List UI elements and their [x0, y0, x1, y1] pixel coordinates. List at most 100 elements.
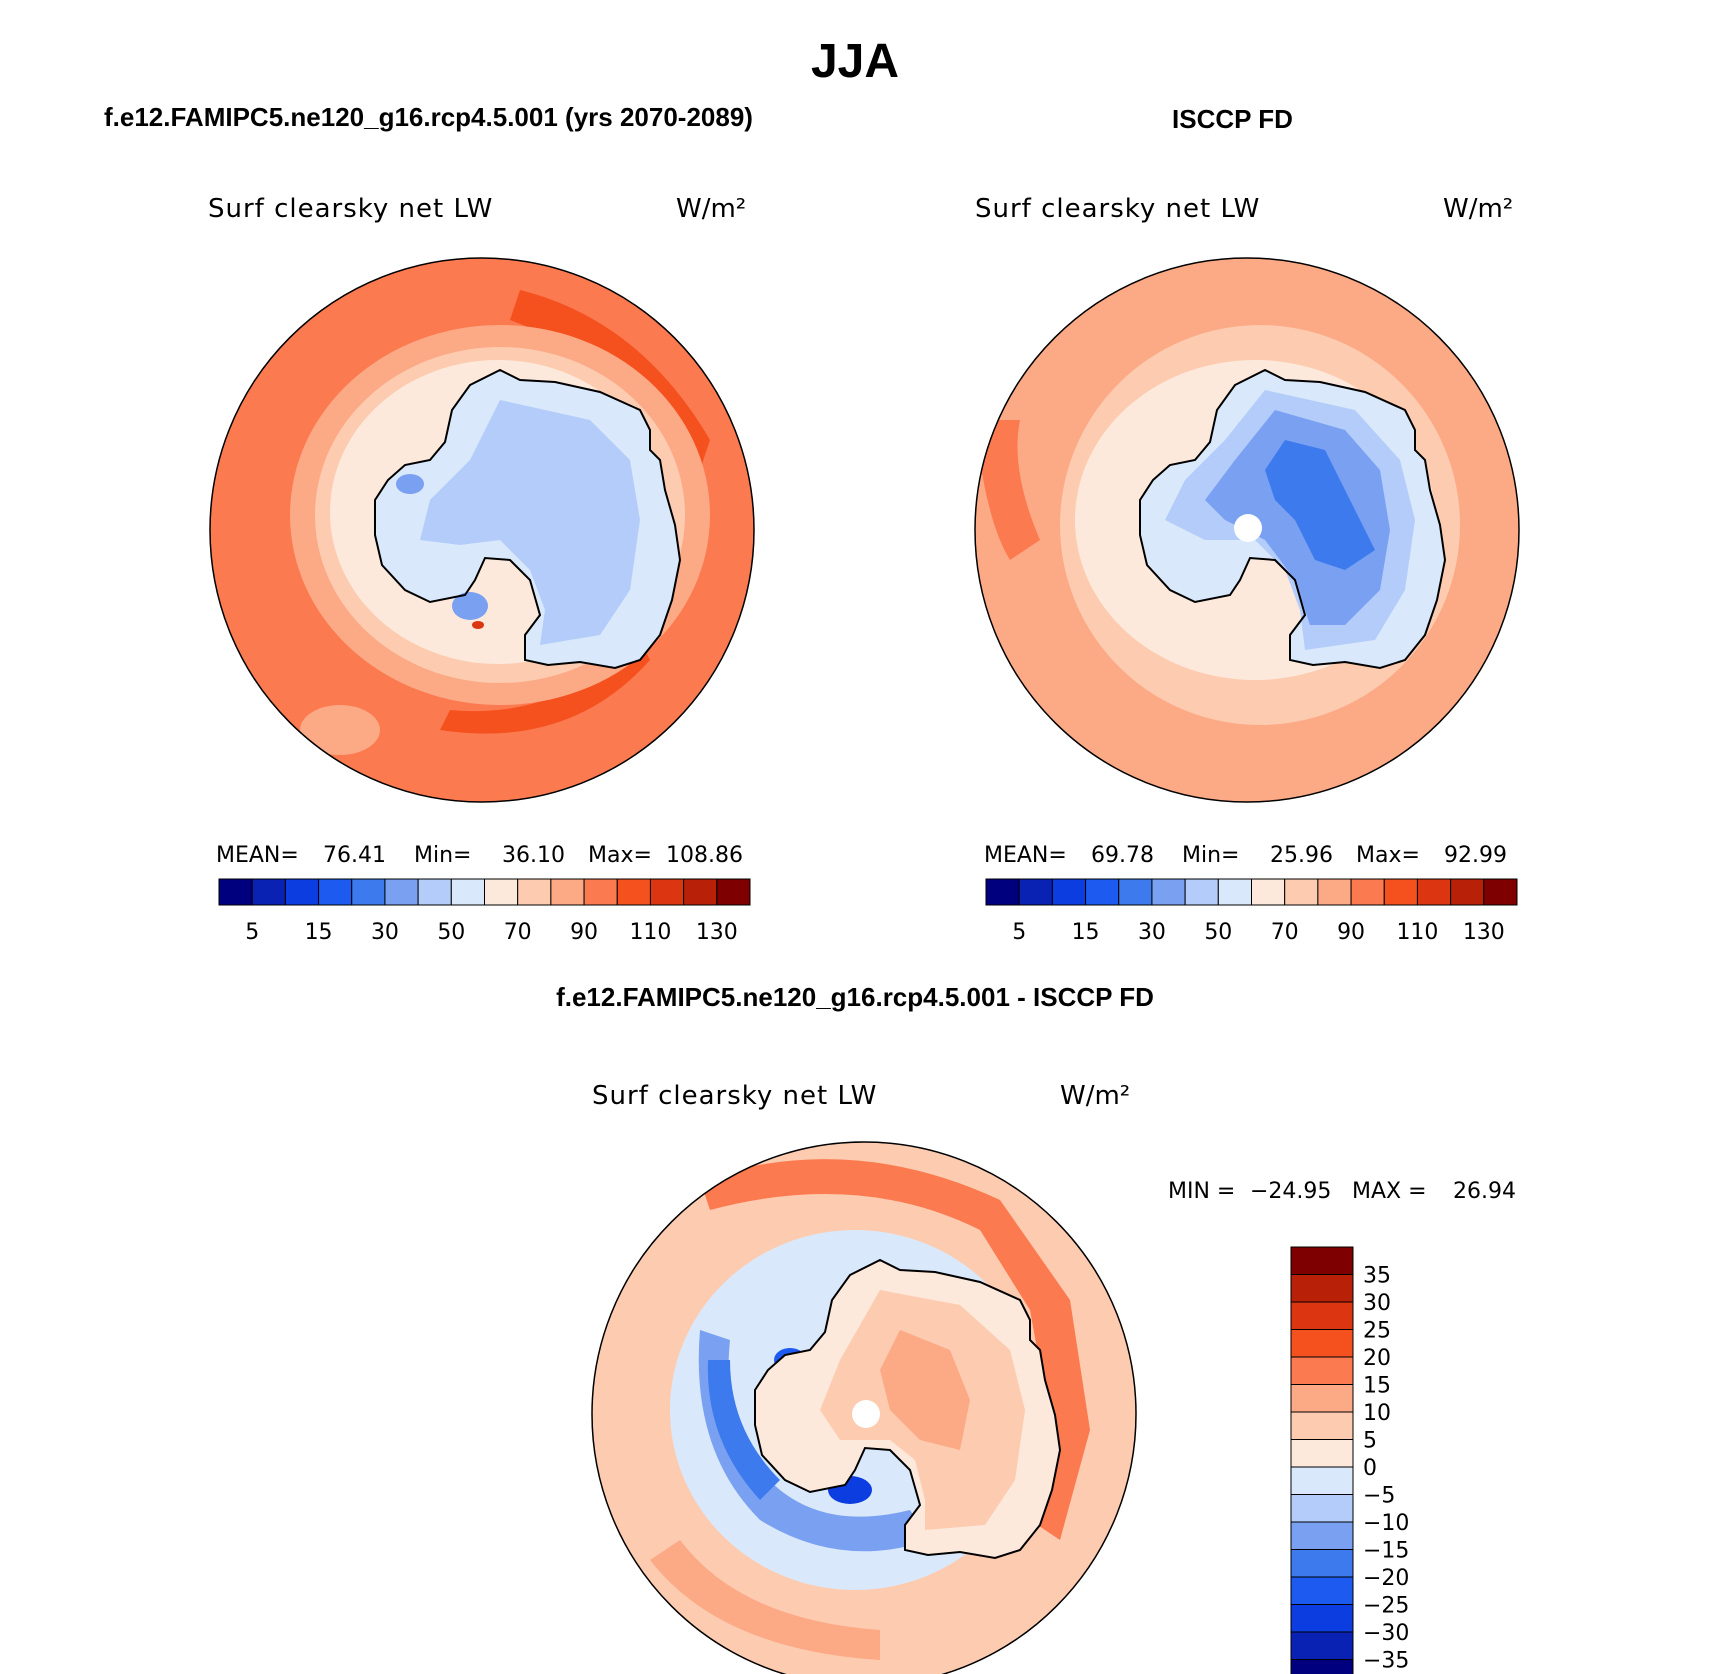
- model-units-label: W/m²: [676, 194, 746, 224]
- obs-map-border: [974, 257, 1520, 803]
- obs-colorbar-swatch: [1184, 878, 1219, 906]
- obs-map: [974, 257, 1520, 803]
- diff-colorbar-tick-label: 0: [1363, 1456, 1377, 1481]
- model-colorbar-swatch: [417, 878, 452, 906]
- diff-colorbar-swatch: [1290, 1356, 1354, 1385]
- model-colorbar-swatch: [318, 878, 353, 906]
- diff-colorbar-tick-label: 25: [1363, 1319, 1391, 1344]
- obs-mean-value: 69.78: [1091, 843, 1154, 868]
- diff-colorbar-swatch: [1290, 1439, 1354, 1468]
- diff-colorbar-swatch: [1290, 1329, 1354, 1358]
- model-colorbar-swatch: [550, 878, 585, 906]
- model-colorbar-tick-label: 90: [570, 920, 598, 945]
- diff-colorbar-swatch: [1290, 1604, 1354, 1633]
- diff-colorbar-swatch: [1290, 1576, 1354, 1605]
- obs-colorbar-swatch: [985, 878, 1020, 906]
- obs-dataset-title: ISCCP FD: [1172, 104, 1293, 134]
- model-max-value: 108.86: [666, 843, 743, 868]
- diff-colorbar-tick-label: −10: [1363, 1511, 1409, 1536]
- diff-colorbar-tick-label: −15: [1363, 1539, 1409, 1564]
- diff-colorbar-tick-label: −20: [1363, 1566, 1409, 1591]
- diff-colorbar-tick-label: −25: [1363, 1594, 1409, 1619]
- model-colorbar-tick-label: 5: [245, 920, 259, 945]
- obs-colorbar-tick-label: 70: [1271, 920, 1299, 945]
- diff-map: [591, 1141, 1137, 1674]
- obs-variable-label: Surf clearsky net LW: [975, 194, 1260, 224]
- diff-colorbar-tick-label: −30: [1363, 1621, 1409, 1646]
- diff-pole-hole: [852, 1400, 880, 1428]
- model-colorbar-swatch: [218, 878, 253, 906]
- obs-colorbar-swatch: [1284, 878, 1319, 906]
- obs-pole-hole: [1234, 514, 1262, 542]
- obs-inner-contour: [1265, 440, 1375, 570]
- obs-colorbar-swatch: [1151, 878, 1186, 906]
- diff-colorbar-tick-label: 15: [1363, 1374, 1391, 1399]
- diff-colorbar-swatch: [1290, 1659, 1354, 1674]
- diff-colorbar-tick-label: −5: [1363, 1484, 1395, 1509]
- diff-colorbar-swatch: [1290, 1549, 1354, 1578]
- obs-colorbar-swatch: [1018, 878, 1053, 906]
- model-colorbar-swatch: [484, 878, 519, 906]
- diff-map-border: [591, 1141, 1137, 1674]
- model-mean-label: MEAN=: [216, 843, 299, 868]
- model-colorbar: 5 15 30 50 70 90 110 130: [218, 878, 751, 945]
- model-colorbar-tick-label: 110: [629, 920, 671, 945]
- obs-colorbar: 5 15 30 50 70 90 110 130: [985, 878, 1518, 945]
- model-colorbar-swatch: [251, 878, 286, 906]
- diff-colorbar-swatch: [1290, 1274, 1354, 1303]
- obs-colorbar-tick-label: 90: [1337, 920, 1365, 945]
- model-colorbar-tick-label: 70: [504, 920, 532, 945]
- model-colorbar-tick-label: 15: [305, 920, 333, 945]
- difference-title: f.e12.FAMIPC5.ne120_g16.rcp4.5.001 - ISC…: [556, 982, 1154, 1012]
- obs-units-label: W/m²: [1443, 194, 1513, 224]
- diff-colorbar-swatch: [1290, 1246, 1354, 1275]
- model-variable-label: Surf clearsky net LW: [208, 194, 493, 224]
- obs-colorbar-tick-label: 30: [1138, 920, 1166, 945]
- obs-colorbar-swatch: [1450, 878, 1485, 906]
- obs-colorbar-swatch: [1416, 878, 1452, 906]
- obs-colorbar-swatch: [1483, 878, 1518, 906]
- obs-colorbar-swatch: [1251, 878, 1286, 906]
- model-colorbar-swatch: [450, 878, 485, 906]
- diff-colorbar-swatch: [1290, 1301, 1354, 1330]
- obs-max-label: Max=: [1356, 843, 1420, 868]
- diff-colorbar-tick-label: −35: [1363, 1649, 1409, 1674]
- diff-colorbar-tick-label: 20: [1363, 1346, 1391, 1371]
- model-colorbar-swatch: [351, 878, 386, 906]
- obs-colorbar-swatch: [1383, 878, 1418, 906]
- model-max-label: Max=: [588, 843, 652, 868]
- diff-colorbar-tick-label: 10: [1363, 1401, 1391, 1426]
- model-colorbar-swatch: [716, 878, 751, 906]
- obs-min-label: Min=: [1182, 843, 1239, 868]
- obs-colorbar-tick-label: 15: [1072, 920, 1100, 945]
- diff-negative-band: [707, 1360, 780, 1500]
- diff-colorbar-swatch: [1290, 1494, 1354, 1523]
- model-map: [209, 257, 755, 803]
- model-colorbar-swatch: [284, 878, 320, 906]
- model-colorbar-tick-label: 30: [371, 920, 399, 945]
- model-colorbar-swatch: [616, 878, 651, 906]
- model-colorbar-swatch: [683, 878, 718, 906]
- model-colorbar-swatch: [583, 878, 618, 906]
- obs-warm-band: [975, 420, 1040, 560]
- obs-colorbar-swatch: [1217, 878, 1252, 906]
- diff-colorbar-tick-label: 30: [1363, 1291, 1391, 1316]
- diff-colorbar-swatch: [1290, 1411, 1354, 1440]
- model-min-label: Min=: [414, 843, 471, 868]
- model-warm-band: [440, 640, 650, 734]
- diff-warm-band: [650, 1540, 880, 1660]
- diff-colorbar-swatch: [1290, 1521, 1354, 1550]
- obs-colorbar-swatch: [1051, 878, 1087, 906]
- model-min-value: 36.10: [502, 843, 565, 868]
- model-high-spot: [472, 621, 484, 629]
- obs-colorbar-tick-label: 110: [1396, 920, 1438, 945]
- diff-colorbar-swatch: [1290, 1384, 1354, 1413]
- obs-min-value: 25.96: [1270, 843, 1333, 868]
- diff-colorbar-swatch: [1290, 1631, 1354, 1660]
- obs-colorbar-swatch: [1350, 878, 1385, 906]
- obs-max-value: 92.99: [1444, 843, 1507, 868]
- diff-warm-band: [700, 1159, 1090, 1540]
- model-colorbar-tick-label: 130: [696, 920, 738, 945]
- obs-colorbar-swatch: [1317, 878, 1352, 906]
